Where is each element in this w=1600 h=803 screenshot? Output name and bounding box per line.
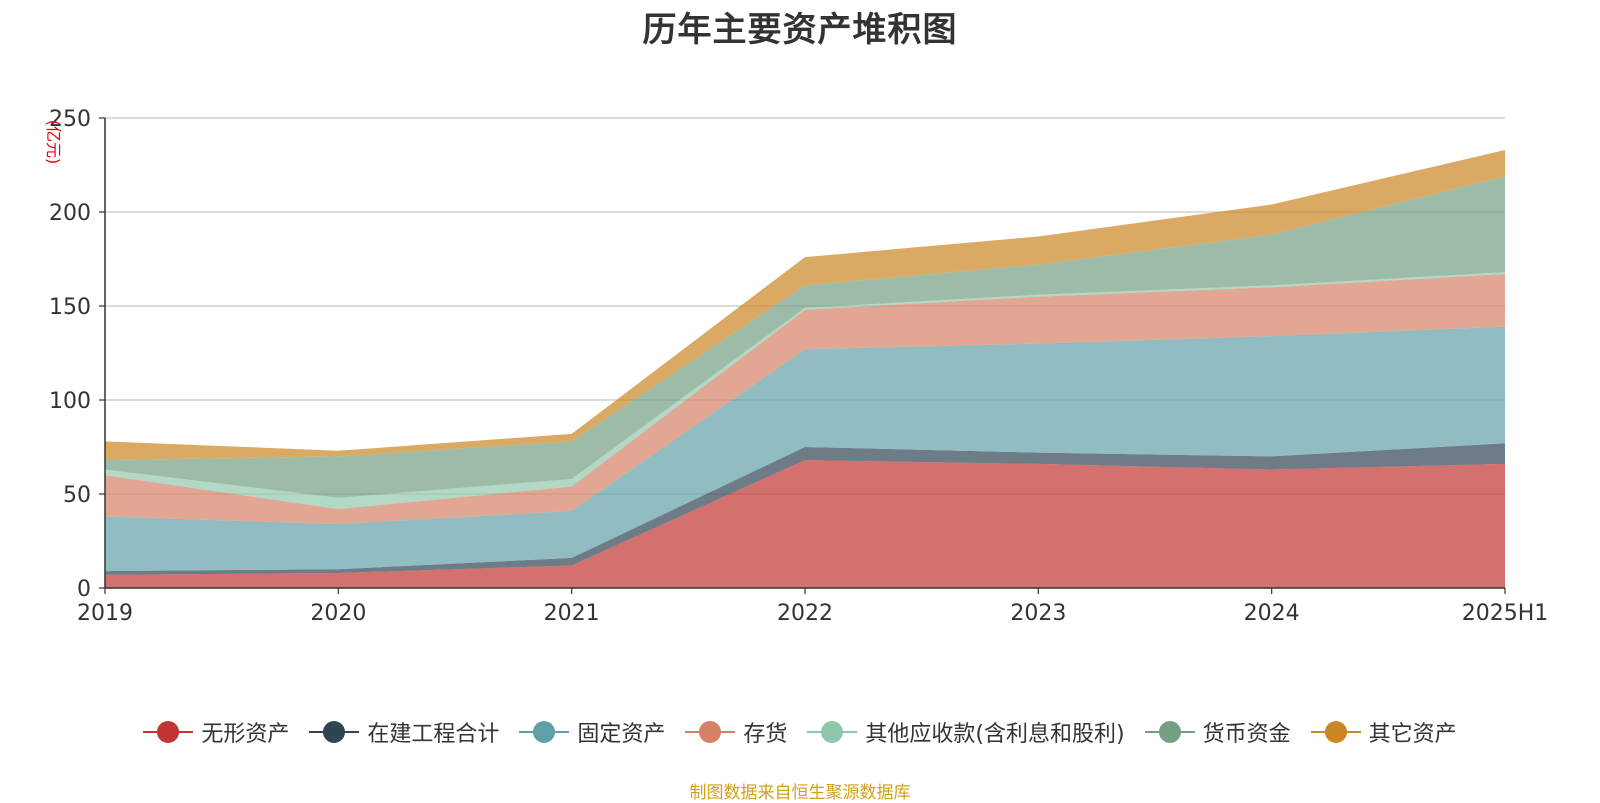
y-axis-label: (亿元) [44, 120, 63, 165]
legend-marker-icon [519, 720, 570, 744]
legend-label: 无形资产 [201, 722, 290, 747]
x-tick-label: 2019 [77, 601, 133, 626]
legend-label: 存货 [743, 722, 788, 747]
y-tick-label: 100 [49, 389, 91, 414]
legend-marker-icon [1144, 720, 1195, 744]
area-series-7 [105, 149, 1505, 461]
legend-label: 其它资产 [1368, 722, 1457, 747]
legend-label: 在建工程合计 [367, 722, 500, 747]
legend-item[interactable]: 存货 [685, 716, 787, 748]
y-tick-label: 50 [63, 483, 91, 508]
legend-label: 固定资产 [577, 722, 666, 747]
legend-marker-icon [1310, 720, 1361, 744]
area-series-2 [105, 443, 1505, 575]
y-tick-label: 200 [49, 201, 91, 226]
legend-item[interactable]: 其他应收款(含利息和股利) [807, 716, 1125, 748]
x-tick-label: 2024 [1244, 601, 1300, 626]
x-tick-label: 2020 [310, 601, 366, 626]
legend-item[interactable]: 无形资产 [143, 716, 289, 748]
area-series-4 [105, 274, 1505, 525]
legend-marker-icon [309, 720, 360, 744]
area-series-3 [105, 326, 1505, 572]
legend-label: 其他应收款(含利息和股利) [865, 722, 1125, 747]
legend-marker-icon [685, 720, 736, 744]
legend-marker-icon [143, 720, 194, 744]
x-tick-label: 2023 [1010, 601, 1066, 626]
area-series-6 [105, 176, 1505, 498]
x-tick-label: 2025H1 [1462, 601, 1549, 626]
legend-item[interactable]: 在建工程合计 [309, 716, 499, 748]
x-tick-label: 2021 [544, 601, 600, 626]
data-source-note: 制图数据来自恒生聚源数据库 [689, 783, 911, 803]
chart-legend: 无形资产 在建工程合计 固定资产 存货 其他应收款(含利息和股利) 货币资金 其它资产 [0, 716, 1600, 748]
y-tick-label: 250 [49, 107, 91, 132]
legend-item[interactable]: 固定资产 [519, 716, 665, 748]
chart-title: 历年主要资产堆积图 [642, 10, 958, 50]
y-tick-label: 0 [77, 577, 91, 602]
legend-item[interactable]: 货币资金 [1144, 716, 1291, 748]
y-tick-label: 150 [49, 295, 91, 320]
legend-marker-icon [807, 720, 858, 744]
area-series-1 [105, 460, 1505, 588]
x-tick-label: 2022 [777, 601, 833, 626]
legend-item[interactable]: 其它资产 [1310, 716, 1457, 748]
legend-label: 货币资金 [1202, 722, 1291, 747]
